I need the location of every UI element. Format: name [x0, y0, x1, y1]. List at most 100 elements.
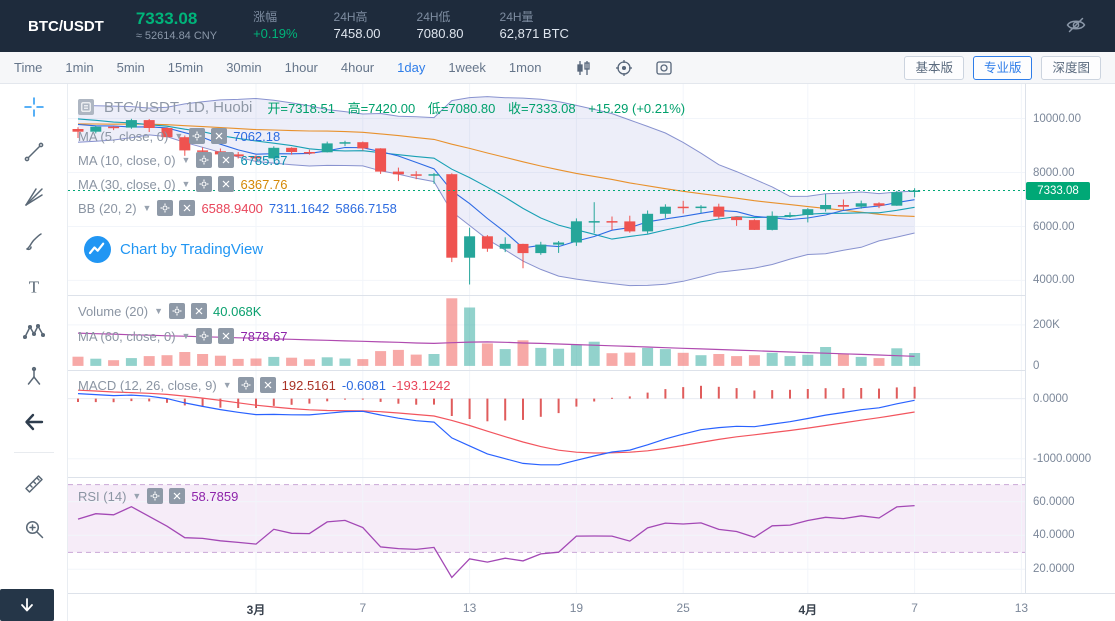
- zoom-in-icon: [25, 520, 43, 538]
- current-price-tag: 7333.08: [1026, 181, 1090, 200]
- interval-1week[interactable]: 1week: [448, 60, 486, 75]
- last-price: 7333.08: [135, 9, 198, 28]
- indicator-legend-bb: BB (20, 2) ▼ 6588.9400 7311.1642 5866.71…: [78, 198, 397, 218]
- plot-area[interactable]: BTC/USDT, 1D, Huobi 开=7318.51 高=7420.00 …: [68, 84, 1025, 593]
- time-axis-label: 13: [1014, 601, 1029, 615]
- eye-off-icon[interactable]: [1065, 14, 1089, 38]
- zoom-tool[interactable]: [0, 506, 67, 551]
- chevron-down-icon[interactable]: ▼: [222, 380, 232, 390]
- stat-label: 涨幅: [253, 10, 278, 24]
- indicator-settings-button[interactable]: [147, 488, 164, 504]
- tradingview-attribution[interactable]: Chart by TradingView: [84, 236, 263, 263]
- indicator-remove-button[interactable]: [218, 152, 235, 168]
- indicator-remove-button[interactable]: [218, 328, 235, 344]
- interval-1hour[interactable]: 1hour: [284, 60, 318, 75]
- stat-value: 7080.80: [416, 26, 464, 41]
- price-axis-label: 200K: [1033, 318, 1060, 331]
- indicator-value: 7878.67: [240, 328, 288, 344]
- depth-chart-button[interactable]: 深度图: [1041, 55, 1101, 80]
- interval-1day[interactable]: 1day: [397, 60, 426, 75]
- panel-divider[interactable]: [68, 477, 1025, 478]
- drawing-tools-sidebar: T: [0, 84, 68, 621]
- high-value: 高=7420.00: [347, 100, 416, 116]
- trend-line-tool[interactable]: [0, 129, 67, 174]
- panel-divider[interactable]: [68, 295, 1025, 296]
- indicator-label[interactable]: MA (5, close, 0): [78, 128, 169, 144]
- chevron-down-icon[interactable]: ▼: [154, 306, 164, 316]
- rsi-panel-chart[interactable]: [68, 477, 1025, 593]
- kline-style-icon[interactable]: [575, 59, 593, 77]
- indicator-settings-button[interactable]: [196, 328, 213, 344]
- gann-tool[interactable]: [0, 174, 67, 219]
- pro-version-button[interactable]: 专业版: [972, 55, 1033, 80]
- indicator-remove-button[interactable]: [169, 488, 186, 504]
- interval-1min[interactable]: 1min: [65, 60, 94, 75]
- interval-30min[interactable]: 30min: [226, 60, 262, 75]
- price-block: 7333.08 ≈ 52614.84 CNY: [136, 9, 217, 43]
- scroll-down-button[interactable]: [0, 589, 54, 621]
- stat-24h-low: 24H低 7080.80: [417, 9, 464, 43]
- indicator-settings-button[interactable]: [189, 128, 206, 144]
- indicator-settings-button[interactable]: [157, 200, 174, 216]
- indicator-remove-button[interactable]: [259, 377, 276, 393]
- indicator-icon[interactable]: [615, 59, 633, 77]
- text-tool[interactable]: T: [0, 264, 67, 309]
- indicator-legend-macd: MACD (12, 26, close, 9) ▼ 192.5161 -0.60…: [78, 375, 451, 395]
- indicator-legend-volume-ma: MA (60, close, 0) ▼ 7878.67: [78, 326, 287, 346]
- chevron-down-icon[interactable]: ▼: [181, 179, 191, 189]
- chevron-down-icon[interactable]: ▼: [142, 203, 152, 213]
- back-arrow-button[interactable]: [0, 399, 67, 444]
- indicator-label[interactable]: MA (60, close, 0): [78, 328, 176, 344]
- price-cny: ≈ 52614.84 CNY: [135, 30, 218, 42]
- interval-15min[interactable]: 15min: [167, 60, 204, 75]
- indicator-value: 5866.7158: [335, 200, 397, 216]
- indicator-value: -0.6081: [341, 377, 386, 393]
- indicator-settings-button[interactable]: [196, 152, 213, 168]
- time-axis-label: 4月: [798, 603, 818, 617]
- time-axis[interactable]: 3月 7 13 19 25 4月 7 13: [68, 593, 1115, 621]
- chevron-down-icon[interactable]: ▼: [181, 331, 191, 341]
- indicator-label[interactable]: MA (10, close, 0): [78, 152, 176, 168]
- price-axis-label: 10000.00: [1033, 112, 1081, 125]
- pattern-tool[interactable]: [0, 309, 67, 354]
- ruler-tool[interactable]: [0, 461, 67, 506]
- chevron-down-icon[interactable]: ▼: [181, 155, 191, 165]
- panel-divider[interactable]: [68, 370, 1025, 371]
- indicator-label[interactable]: Volume (20): [78, 303, 149, 319]
- indicator-remove-button[interactable]: [211, 128, 228, 144]
- chevron-down-icon[interactable]: ▼: [174, 131, 184, 141]
- forecast-tool-icon: [27, 366, 40, 385]
- indicator-remove-button[interactable]: [218, 176, 235, 192]
- screenshot-icon[interactable]: [655, 59, 673, 77]
- crosshair-tool[interactable]: [0, 84, 67, 129]
- forecast-tool[interactable]: [0, 354, 67, 399]
- chevron-down-icon[interactable]: ▼: [132, 491, 142, 501]
- indicator-value: 7062.18: [233, 128, 281, 144]
- indicator-label[interactable]: BB (20, 2): [78, 200, 137, 216]
- indicator-settings-button[interactable]: [196, 176, 213, 192]
- chart-symbol-title[interactable]: BTC/USDT, 1D, Huobi: [104, 98, 253, 116]
- price-axis[interactable]: 7333.08 10000.00 8000.00 6000.00 4000.00 200…: [1025, 84, 1115, 593]
- indicator-legend-rsi: RSI (14) ▼ 58.7859: [78, 486, 238, 506]
- indicator-settings-button[interactable]: [237, 377, 254, 393]
- low-value: 低=7080.80: [427, 100, 496, 116]
- interval-1mon[interactable]: 1mon: [508, 60, 542, 75]
- indicator-value: 6367.76: [240, 176, 288, 192]
- price-axis-label: 4000.00: [1033, 274, 1075, 287]
- interval-time[interactable]: Time: [14, 60, 43, 75]
- indicator-settings-button[interactable]: [169, 303, 186, 319]
- indicator-remove-button[interactable]: [179, 200, 196, 216]
- instrument-info-icon[interactable]: [78, 99, 94, 115]
- indicator-remove-button[interactable]: [191, 303, 208, 319]
- brush-tool[interactable]: [0, 219, 67, 264]
- macd-panel-chart[interactable]: [68, 370, 1025, 477]
- volume-panel-chart[interactable]: [68, 295, 1025, 370]
- indicator-value: 58.7859: [191, 488, 239, 504]
- indicator-label[interactable]: MA (30, close, 0): [78, 176, 176, 192]
- indicator-label[interactable]: MACD (12, 26, close, 9): [78, 377, 217, 393]
- price-panel-chart[interactable]: [68, 84, 1025, 295]
- interval-5min[interactable]: 5min: [116, 60, 145, 75]
- interval-4hour[interactable]: 4hour: [340, 60, 375, 75]
- basic-version-button[interactable]: 基本版: [904, 55, 964, 80]
- indicator-label[interactable]: RSI (14): [78, 488, 127, 504]
